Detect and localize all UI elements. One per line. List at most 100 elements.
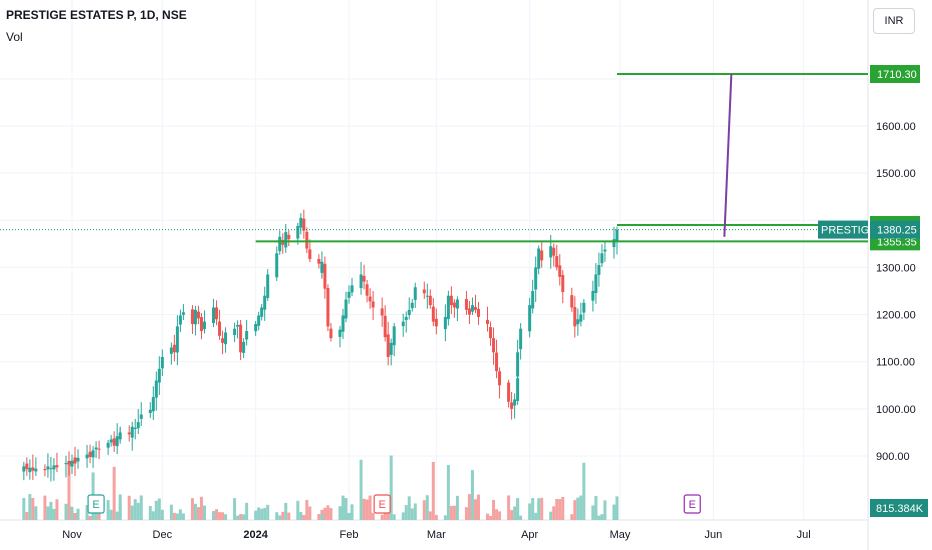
volume-bar [130,505,134,520]
candle-body [467,308,471,315]
candle-body [299,217,303,228]
volume-bar [573,500,577,520]
volume-bar [49,501,53,520]
volume-bar [338,506,342,520]
volume-bar [278,515,282,520]
candle-body [85,454,89,459]
candle-body [561,275,565,292]
volume-bar [555,498,559,520]
volume-bar [516,498,520,520]
volume-bar [28,494,32,520]
candle-body [88,451,92,457]
volume-bar [413,503,417,520]
volume-bar [245,502,249,520]
volume-bar [236,515,240,520]
volume-bar [52,508,56,520]
candle-body [257,315,261,326]
candle-body [362,275,366,282]
last-price-label: 1380.25 [877,225,917,237]
volume-bar [537,498,541,520]
candle-body [305,231,309,249]
candle-body [359,274,363,289]
volume-bar [380,514,384,520]
volume-bar [534,512,538,520]
volume-bar [350,504,354,520]
x-tick-label: Nov [62,529,82,541]
volume-bar [242,514,246,520]
candle-body [495,352,499,372]
candle-body [172,344,176,353]
chart-title: PRESTIGE ESTATES P, 1D, NSE [6,8,187,22]
volume-bar [359,459,363,520]
volume-bar [46,506,50,520]
volume-bar [175,513,179,520]
volume-bar [260,508,264,520]
volume-bar [257,507,261,520]
volume-bar [615,496,619,520]
candle-body [452,302,456,308]
currency-button[interactable]: INR [873,8,915,34]
candle-body [260,307,264,317]
candle-body [555,256,559,268]
volume-bar [254,510,258,520]
volume-bar [320,513,324,520]
candle-body [489,327,493,339]
candle-body [579,314,583,322]
volume-bar [299,511,303,520]
candle-body [43,469,47,471]
candle-body [519,328,523,350]
volume-bar [552,506,556,520]
candle-body [534,267,538,290]
candle-body [498,371,502,386]
volume-bar [43,495,47,520]
volume-bar [591,505,595,520]
volume-bar [181,513,185,520]
candle-body [233,328,237,336]
volume-bar [362,498,366,520]
candle-body [317,258,321,264]
volume-bar [239,514,243,520]
candle-body [341,315,345,332]
candle-body [76,457,80,462]
candle-body [49,468,53,470]
candle-body [196,311,200,319]
x-tick-label: Dec [153,529,173,541]
volume-bar [85,505,89,520]
candle-body [368,296,372,302]
volume-bar [317,514,321,520]
volume-bar [386,510,390,520]
volume-bar [389,455,393,520]
candle-body [139,414,143,419]
volume-bar [151,511,155,520]
volume-bar [323,507,327,520]
candle-body [455,299,459,309]
volume-bar [510,510,514,520]
candle-body [281,239,285,245]
volume-bar [109,509,113,520]
candle-body [476,308,480,317]
volume-bar [489,515,493,520]
volume-bar [133,499,137,520]
earnings-marker [373,494,391,514]
candle-body [473,307,477,310]
candle-body [245,331,249,340]
candle-body [389,342,393,355]
symbol-label-box [818,220,868,239]
volume-bar [498,511,502,520]
candle-body [278,236,282,252]
volume-bar [492,499,496,520]
volume-bar [284,502,288,520]
volume-legend-label: Vol [6,30,23,44]
candle-body [275,253,279,278]
volume-bar [570,514,574,520]
volume-bar [302,515,306,520]
candle-body [52,465,56,470]
volume-bar [392,514,396,520]
volume-bar [326,505,330,520]
volume-bar [455,495,459,520]
candle-body [329,328,333,339]
volume-bar [443,515,447,520]
volume-bar [308,506,312,520]
volume-bar [449,505,453,520]
